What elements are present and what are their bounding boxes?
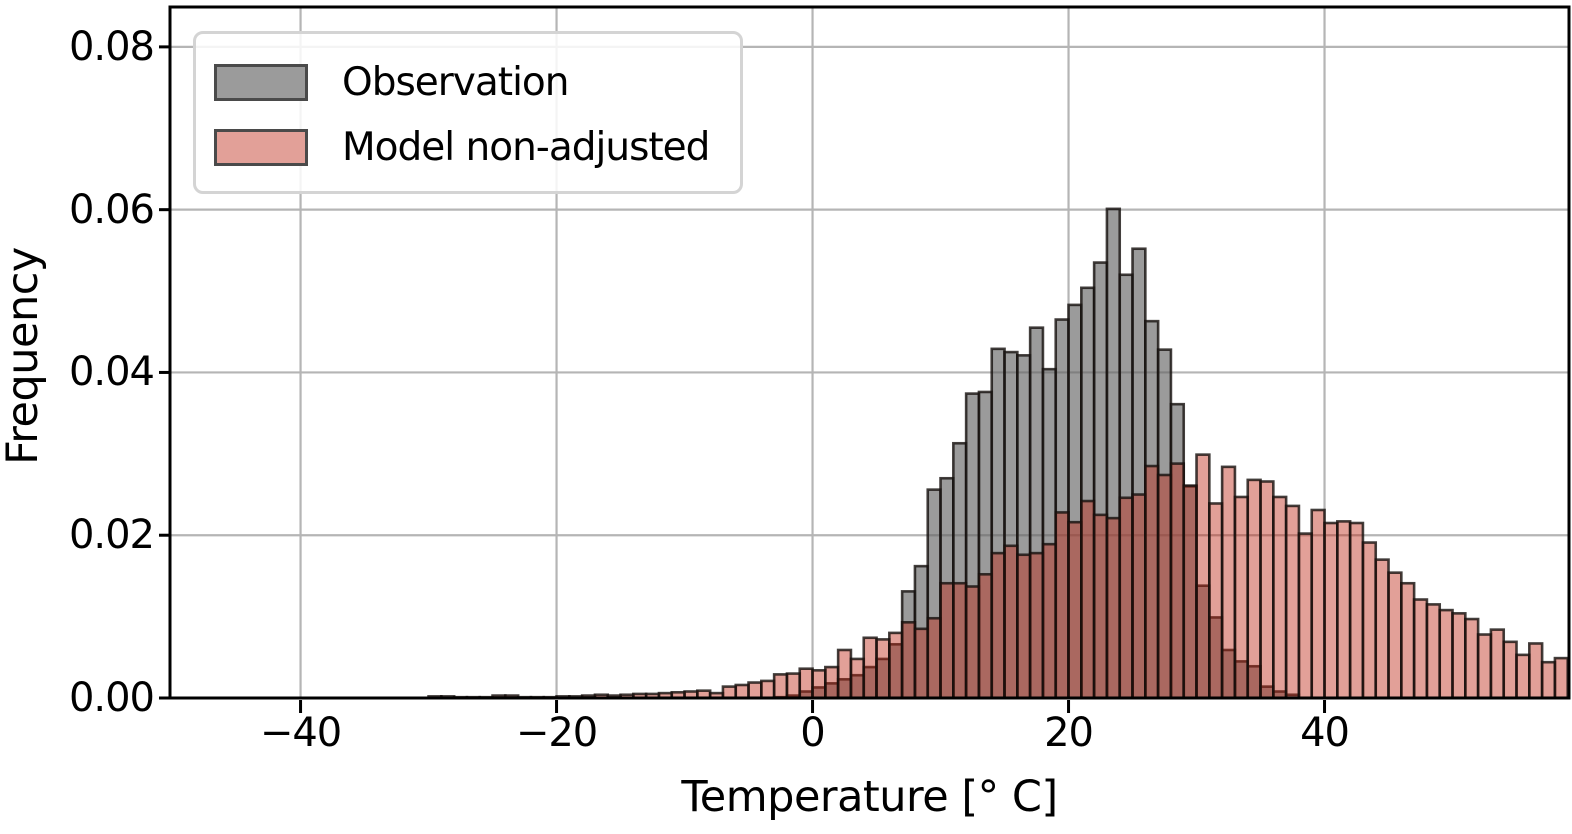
legend-label-observation: Observation [342, 59, 569, 105]
y-tick-label: 0.02 [68, 512, 155, 559]
histogram-bar-model-non-adjusted [1284, 504, 1301, 700]
histogram-bar-model-non-adjusted [1233, 495, 1250, 700]
legend-item-model-non-adjusted: Model non-adjusted [214, 119, 718, 175]
histogram-bar-model-non-adjusted [1502, 640, 1518, 700]
histogram-bar-model-non-adjusted [1131, 493, 1147, 700]
histogram-bar-model-non-adjusted [1105, 516, 1122, 700]
histogram-bar-model-non-adjusted [952, 581, 968, 700]
y-axis-title: Frequency [0, 247, 48, 465]
x-tick-label: −40 [259, 710, 342, 756]
histogram-bar-model-non-adjusted [1528, 642, 1544, 700]
histogram-bar-model-non-adjusted [836, 648, 853, 700]
histogram-bar-model-non-adjusted [1515, 653, 1531, 700]
histogram-bar-model-non-adjusted [734, 683, 750, 700]
x-tick-label: 40 [1300, 710, 1350, 756]
histogram-bar-model-non-adjusted [785, 672, 802, 700]
histogram-bar-model-non-adjusted [1080, 499, 1096, 700]
histogram-bar-model-non-adjusted [1451, 612, 1467, 700]
histogram-bar-model-non-adjusted [1425, 603, 1442, 700]
histogram-bar-model-non-adjusted [1246, 478, 1262, 700]
histogram-bar-model-non-adjusted [1054, 511, 1070, 700]
histogram-bar-model-non-adjusted [1003, 544, 1019, 700]
histogram-bar-model-non-adjusted [1028, 551, 1045, 700]
histogram-bar-model-non-adjusted [1387, 571, 1403, 700]
histogram-bar-model-non-adjusted [1182, 484, 1198, 700]
histogram-bar-model-non-adjusted [1067, 520, 1083, 700]
histogram-bar-model-non-adjusted [1438, 608, 1454, 700]
legend-label-model-non-adjusted: Model non-adjusted [342, 124, 710, 170]
histogram-bar-model-non-adjusted [849, 657, 866, 700]
histogram-bar-model-non-adjusted [1259, 480, 1275, 700]
histogram-bar-model-non-adjusted [888, 631, 904, 700]
histogram-bar-model-non-adjusted [1016, 553, 1032, 700]
histogram-bar-model-non-adjusted [1118, 496, 1134, 700]
histogram-bar-model-non-adjusted [977, 572, 994, 700]
histogram-bar-model-non-adjusted [1297, 532, 1314, 700]
x-tick-label: −20 [515, 710, 598, 756]
y-tick-label: 0.04 [68, 349, 155, 396]
histogram-bar-model-non-adjusted [1553, 656, 1570, 700]
histogram-bar-model-non-adjusted [1208, 502, 1224, 700]
histogram-bar-model-non-adjusted [798, 667, 814, 700]
histogram-bar-model-non-adjusted [1348, 521, 1365, 700]
histogram-bar-model-non-adjusted [913, 627, 930, 700]
histogram-bar-model-non-adjusted [1272, 495, 1288, 700]
y-tick-label: 0.08 [68, 23, 155, 70]
histogram-bar-model-non-adjusted [1092, 513, 1109, 700]
histogram-bar-model-non-adjusted [990, 551, 1006, 700]
histogram-bar-model-non-adjusted [900, 621, 917, 700]
histogram-bar-model-non-adjusted [1412, 598, 1429, 700]
histogram-bar-model-non-adjusted [1540, 660, 1557, 700]
histogram-bar-model-non-adjusted [1374, 558, 1390, 700]
histogram-bar-model-non-adjusted [824, 665, 840, 700]
histogram-bar-model-non-adjusted [1220, 465, 1237, 700]
x-tick-label: 0 [800, 710, 825, 756]
histogram-bar-model-non-adjusted [721, 685, 738, 700]
observation-swatch-icon [214, 63, 308, 101]
x-axis-title: Temperature [° C] [681, 772, 1058, 822]
histogram-bar-model-non-adjusted [1144, 464, 1160, 700]
plot-border [168, 5, 1571, 700]
legend: Observation Model non-adjusted [193, 31, 743, 194]
model-non-adjusted-swatch-icon [214, 128, 308, 166]
legend-item-observation: Observation [214, 54, 718, 110]
histogram-bar-model-non-adjusted [964, 585, 981, 700]
histogram-bar-model-non-adjusted [1310, 508, 1326, 700]
histogram-bar-model-non-adjusted [1464, 617, 1480, 700]
histogram-bar-model-non-adjusted [1336, 520, 1352, 700]
y-tick-label: 0.06 [68, 186, 155, 233]
histogram-bar-model-non-adjusted [1361, 541, 1378, 700]
y-tick-label: 0.00 [68, 675, 155, 721]
histogram-bar-model-non-adjusted [760, 679, 776, 700]
x-tick-label: 20 [1044, 710, 1094, 756]
histogram-bar-model-non-adjusted [1195, 453, 1211, 700]
histogram-bar-model-non-adjusted [862, 636, 878, 700]
histogram-bar-model-non-adjusted [926, 616, 942, 700]
histogram-bar-model-non-adjusted [1489, 628, 1506, 700]
histogram-bar-model-non-adjusted [1400, 581, 1416, 700]
histogram-bar-model-non-adjusted [1323, 521, 1339, 700]
histogram-bar-model-non-adjusted [1156, 473, 1173, 700]
histogram-bar-model-non-adjusted [772, 673, 789, 700]
histogram-bar-model-non-adjusted [1041, 542, 1058, 700]
histogram-bar-model-non-adjusted [875, 638, 891, 700]
histogram-bar-model-non-adjusted [1476, 633, 1493, 700]
histogram-bar-model-non-adjusted [747, 681, 763, 700]
histogram-bar-model-non-adjusted [939, 581, 955, 700]
histogram-bar-model-non-adjusted [1169, 462, 1186, 700]
histogram-bar-model-non-adjusted [811, 669, 827, 700]
